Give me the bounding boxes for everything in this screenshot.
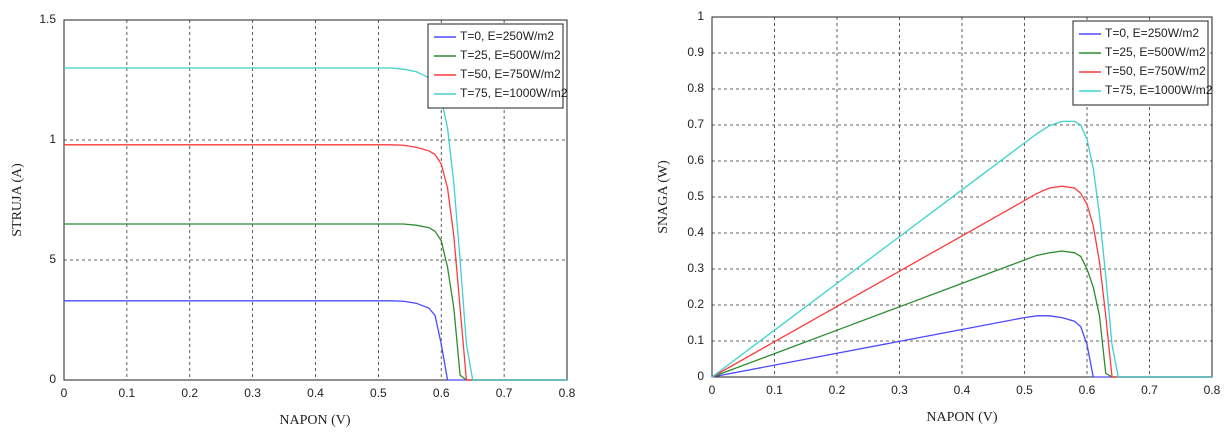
x-tick-label: 0.7 <box>496 386 513 400</box>
data-line <box>711 185 1212 378</box>
legend: T=0, E=250W/m2 T=25, E=500W/m2 T=50, E=750… <box>427 23 568 109</box>
legend-label: T=0, E=250W/m2 <box>1105 26 1199 40</box>
plot-frame <box>711 16 1213 378</box>
y-tick-label: 5 <box>49 252 56 266</box>
data-line <box>64 144 567 381</box>
x-tick-label: 0.7 <box>1141 383 1158 397</box>
x-tick-label: 0.6 <box>433 386 450 400</box>
y-axis-title: SNAGA (W) <box>656 160 671 234</box>
x-tick-label: 0 <box>709 383 716 397</box>
y-tick-label: 1 <box>49 132 56 146</box>
y-tick-label: 0 <box>697 369 704 383</box>
x-tick-label: 0.4 <box>954 383 971 397</box>
x-tick-label: 0.5 <box>370 386 387 400</box>
legend-label: T=25, E=500W/m2 <box>1105 45 1206 59</box>
x-tick-label: 0.8 <box>559 386 576 400</box>
x-tick-label: 0.3 <box>244 386 261 400</box>
y-tick-label: 0.8 <box>687 81 704 95</box>
y-tick-label: 0.1 <box>687 333 704 347</box>
x-tick-label: 0.6 <box>1079 383 1096 397</box>
legend-label: T=50, E=750W/m2 <box>1105 64 1206 78</box>
legend: T=0, E=250W/m2 T=25, E=500W/m2 T=50, E=750… <box>1072 20 1213 106</box>
legend-label: T=0, E=250W/m2 <box>460 29 554 43</box>
x-axis-title: NAPON (V) <box>279 413 351 428</box>
y-tick-label: 1 <box>697 9 704 23</box>
x-tick-label: 0.8 <box>1204 383 1221 397</box>
x-tick-label: 0.2 <box>829 383 846 397</box>
y-tick-label: 0.9 <box>687 45 704 59</box>
y-tick-label: 0.6 <box>687 153 704 167</box>
x-axis-title: NAPON (V) <box>926 410 998 425</box>
x-tick-label: 0.1 <box>119 386 136 400</box>
x-tick-label: 0.5 <box>1016 383 1033 397</box>
legend-label: T=50, E=750W/m2 <box>460 67 561 81</box>
plot-frame <box>63 19 568 381</box>
x-tick-label: 0.4 <box>307 386 324 400</box>
x-tick-label: 0.3 <box>891 383 908 397</box>
y-tick-label: 0 <box>49 372 56 386</box>
x-tick-label: 0.2 <box>181 386 198 400</box>
legend-label: T=25, E=500W/m2 <box>460 48 561 62</box>
y-tick-label: 0.5 <box>687 189 704 203</box>
legend-label: T=75, E=1000W/m2 <box>1105 83 1213 97</box>
data-line <box>711 120 1212 378</box>
y-tick-label: 0.7 <box>687 117 704 131</box>
y-axis-title: STRUJA (A) <box>10 163 25 237</box>
x-tick-label: 0.1 <box>766 383 783 397</box>
legend-label: T=75, E=1000W/m2 <box>460 86 568 100</box>
y-tick-label: 0.3 <box>687 261 704 275</box>
x-tick-label: 0 <box>61 386 68 400</box>
y-tick-label: 0.2 <box>687 297 704 311</box>
y-tick-label: 0.4 <box>687 225 704 239</box>
y-tick-label: 1.5 <box>39 12 56 26</box>
